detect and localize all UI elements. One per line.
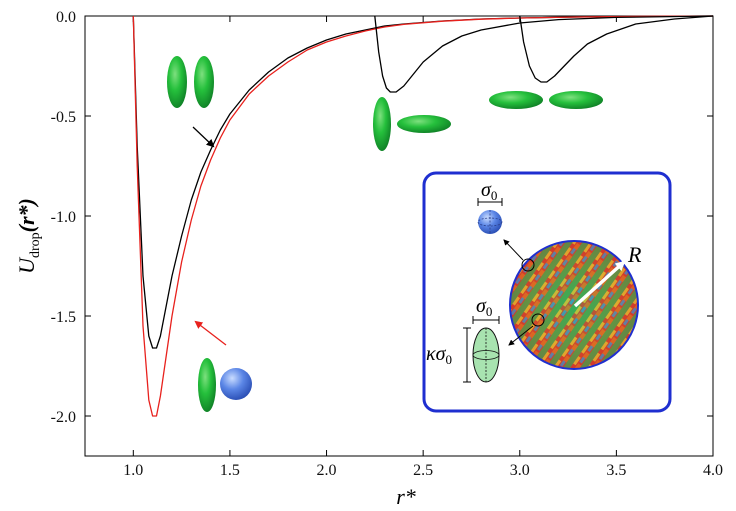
radius-label: R: [627, 242, 642, 267]
illustration-t-shape-ellipsoids: [373, 97, 451, 151]
ellipsoid-callout-ring: [531, 313, 545, 327]
sphere-callout-arrow: [503, 239, 524, 261]
y-tick-label: 0.0: [56, 9, 76, 26]
y-tick-label: -2.0: [51, 409, 76, 426]
ellipsoid-callout-arrow: [508, 325, 534, 346]
x-axis: 1.0 1.5 2.0 2.5 3.0 3.5 4.0: [123, 16, 723, 479]
illustration-ellipsoid-sphere: [198, 358, 252, 412]
series-line-3: [374, 15, 714, 93]
sigma0-label-mid: σ0: [476, 295, 492, 319]
series-line-2: [132, 15, 714, 417]
x-tick-label: 3.0: [510, 462, 530, 479]
x-tick-label: 2.0: [317, 462, 337, 479]
series-layer: [132, 15, 714, 417]
black-pointer-arrow: [192, 126, 215, 148]
illustration-side-by-side-ellipsoids: [167, 56, 214, 108]
inset-sphere: [477, 210, 503, 234]
y-axis-label: Udrop(r*): [14, 198, 43, 274]
sphere-callout-ring: [521, 258, 535, 272]
x-tick-label: 4.0: [703, 462, 723, 479]
radius-arrow: [573, 260, 626, 308]
x-tick-label: 1.0: [123, 462, 143, 479]
red-pointer-arrow: [194, 320, 227, 346]
y-tick-label: -1.0: [51, 209, 76, 226]
inset-ellipsoid: [472, 327, 500, 383]
y-axis: 0.0 -0.5 -1.0 -1.5 -2.0: [51, 9, 713, 426]
y-axis-label-main: U: [14, 256, 39, 274]
inset-panel: R σ0 σ0 κσ0: [422, 171, 672, 413]
plot-frame: [84, 15, 714, 457]
x-axis-label: r*: [396, 484, 416, 509]
kappa-sigma0-label: κσ0: [426, 343, 452, 367]
y-tick-label: -1.5: [51, 309, 76, 326]
droplet: [509, 240, 639, 370]
sigma0-label-top: σ0: [481, 179, 497, 203]
y-tick-label: -0.5: [51, 109, 76, 126]
y-axis-label-subscript: drop: [28, 232, 43, 258]
illustration-end-to-end-ellipsoids: [489, 91, 603, 109]
x-tick-label: 3.5: [606, 462, 626, 479]
x-tick-label: 1.5: [220, 462, 240, 479]
x-tick-label: 2.5: [413, 462, 433, 479]
series-line-4: [519, 15, 714, 83]
y-axis-label-arg: (r*): [14, 198, 39, 232]
